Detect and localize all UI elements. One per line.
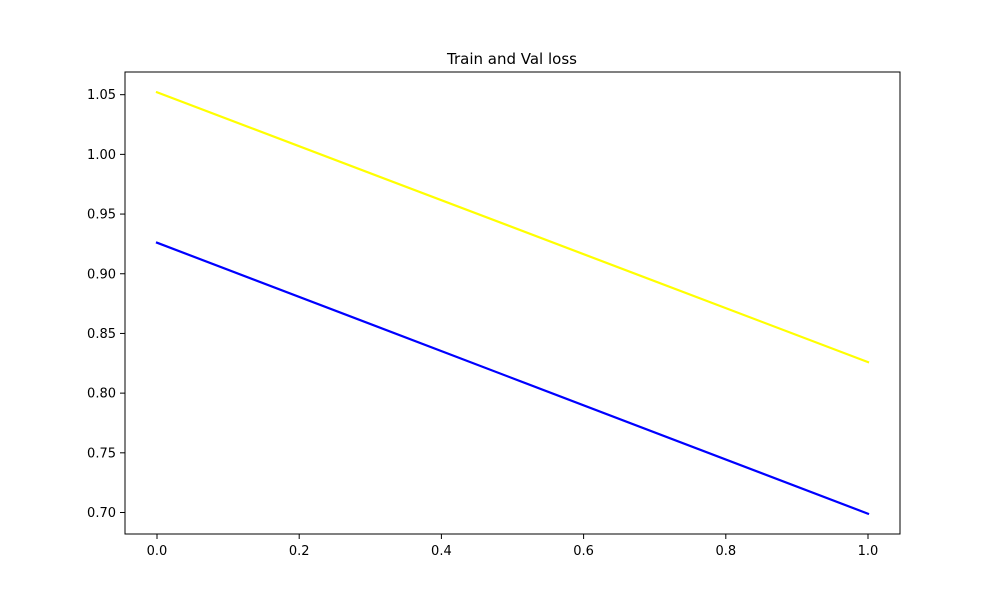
y-tick-label: 1.05 — [87, 88, 116, 103]
x-axis: 0.0 0.2 0.4 0.6 0.8 1.0 — [147, 534, 879, 559]
x-tick-label: 1.0 — [858, 544, 879, 559]
y-tick-label: 0.70 — [87, 506, 116, 521]
y-tick-label: 0.95 — [87, 208, 116, 223]
series-layer — [155, 90, 870, 516]
x-tick-label: 0.0 — [147, 544, 168, 559]
y-tick-label: 0.90 — [87, 267, 116, 282]
plot-area-frame — [124, 71, 901, 535]
series-line-2 — [155, 241, 870, 516]
x-tick-label: 0.4 — [431, 544, 452, 559]
y-tick-label: 0.75 — [87, 446, 116, 461]
series-line-1 — [155, 90, 870, 364]
x-tick-label: 0.2 — [289, 544, 310, 559]
x-tick-label: 0.8 — [715, 544, 736, 559]
x-tick-label: 0.6 — [573, 544, 594, 559]
chart-title: Train and Val loss — [446, 50, 577, 68]
y-tick-label: 1.00 — [87, 148, 116, 163]
y-tick-label: 0.85 — [87, 327, 116, 342]
y-axis: 0.70 0.75 0.80 0.85 0.90 0.95 1.00 1.05 — [87, 88, 125, 521]
y-tick-label: 0.80 — [87, 387, 116, 402]
